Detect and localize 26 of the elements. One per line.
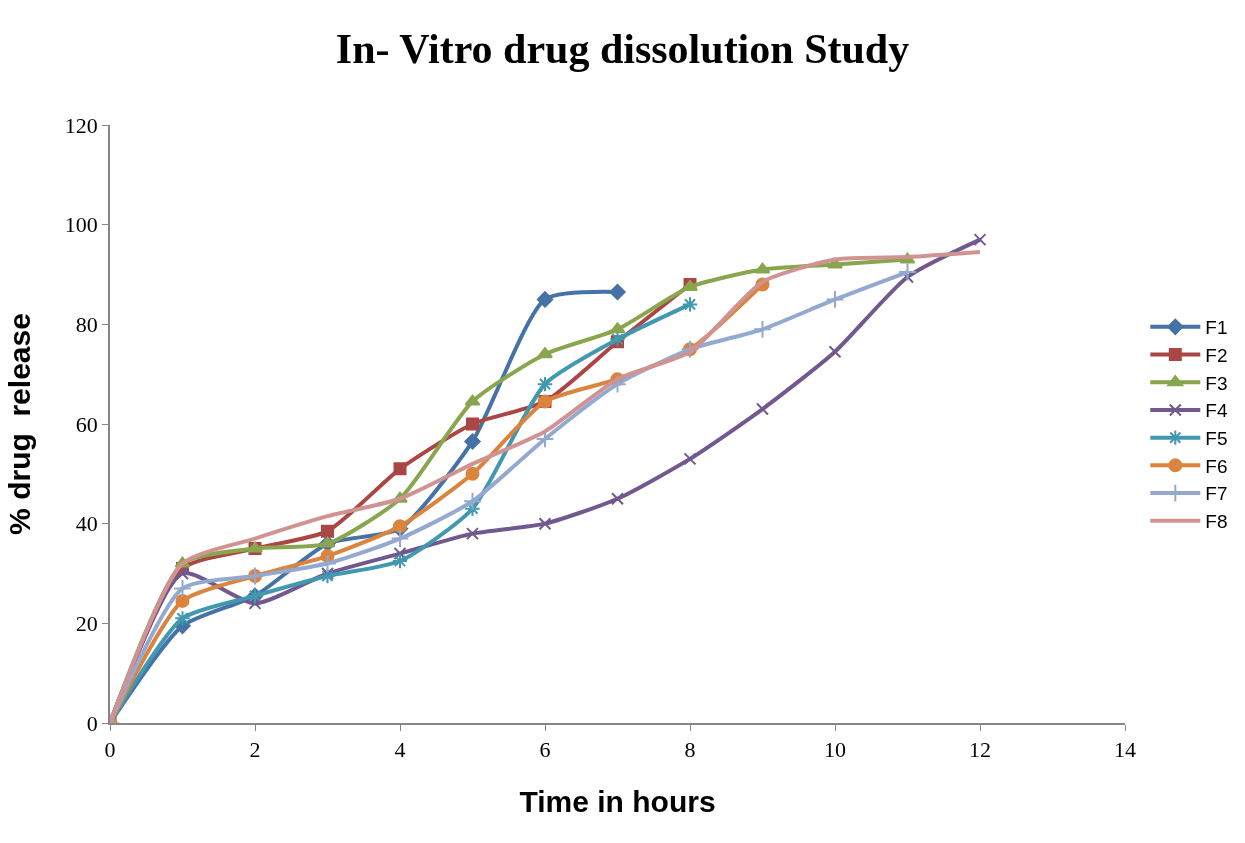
legend-label: F6 (1205, 455, 1228, 477)
x-tick-label: 6 (539, 737, 551, 763)
x-axis-title: Time in hours (519, 785, 716, 819)
y-tick-label: 80 (75, 312, 98, 338)
legend-label: F3 (1205, 372, 1228, 394)
x-tick-label: 12 (969, 737, 991, 763)
x-tick-label: 4 (394, 737, 406, 763)
x-tick-label: 2 (249, 737, 261, 763)
legend-label: F2 (1205, 344, 1228, 366)
legend-label: F8 (1205, 511, 1228, 533)
legend-label: F7 (1205, 483, 1228, 505)
chart-title: In- Vitro drug dissolution Study (335, 26, 910, 73)
x-tick-label: 8 (684, 737, 696, 763)
y-axis-title: % drug release (3, 313, 37, 535)
y-tick-label: 40 (75, 511, 98, 537)
y-tick-label: 120 (64, 112, 98, 138)
y-tick-label: 100 (64, 212, 98, 238)
legend-label: F4 (1205, 400, 1228, 422)
x-tick-label: 14 (1114, 737, 1136, 763)
y-tick-label: 0 (86, 710, 98, 736)
x-tick-label: 10 (824, 737, 846, 763)
x-tick-label: 0 (104, 737, 116, 763)
y-tick-label: 60 (75, 411, 98, 437)
legend-label: F5 (1205, 428, 1228, 450)
y-tick-label: 20 (75, 611, 98, 637)
legend-label: F1 (1205, 317, 1228, 339)
